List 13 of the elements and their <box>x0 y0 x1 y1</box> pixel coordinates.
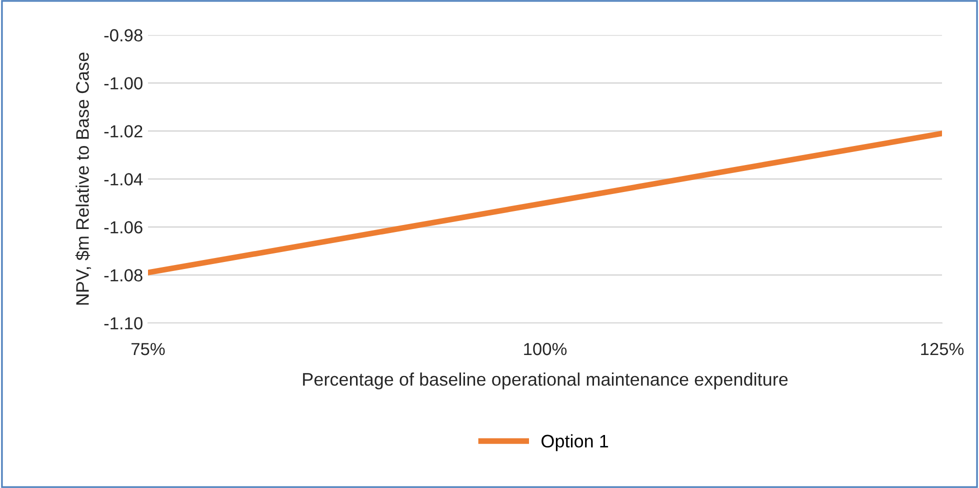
y-tick-label: -1.00 <box>104 77 142 90</box>
y-tick-label: -1.10 <box>104 317 142 330</box>
x-tick-label: 100% <box>524 342 567 356</box>
legend-label: Option 1 <box>542 434 608 452</box>
x-tick-label: 75% <box>132 342 165 356</box>
y-tick-label: -1.02 <box>104 125 142 138</box>
y-tick-label: -1.04 <box>104 173 143 186</box>
y-tick-label: -1.08 <box>104 269 142 282</box>
y-tick-label: -1.06 <box>104 221 142 234</box>
x-axis-title: Percentage of baseline operational maintenance expenditure <box>303 372 788 390</box>
y-axis-title: NPV, $m Relative to Base Case <box>75 52 92 305</box>
x-tick-label: 125% <box>921 342 964 356</box>
y-tick-label: -0.98 <box>104 29 142 42</box>
